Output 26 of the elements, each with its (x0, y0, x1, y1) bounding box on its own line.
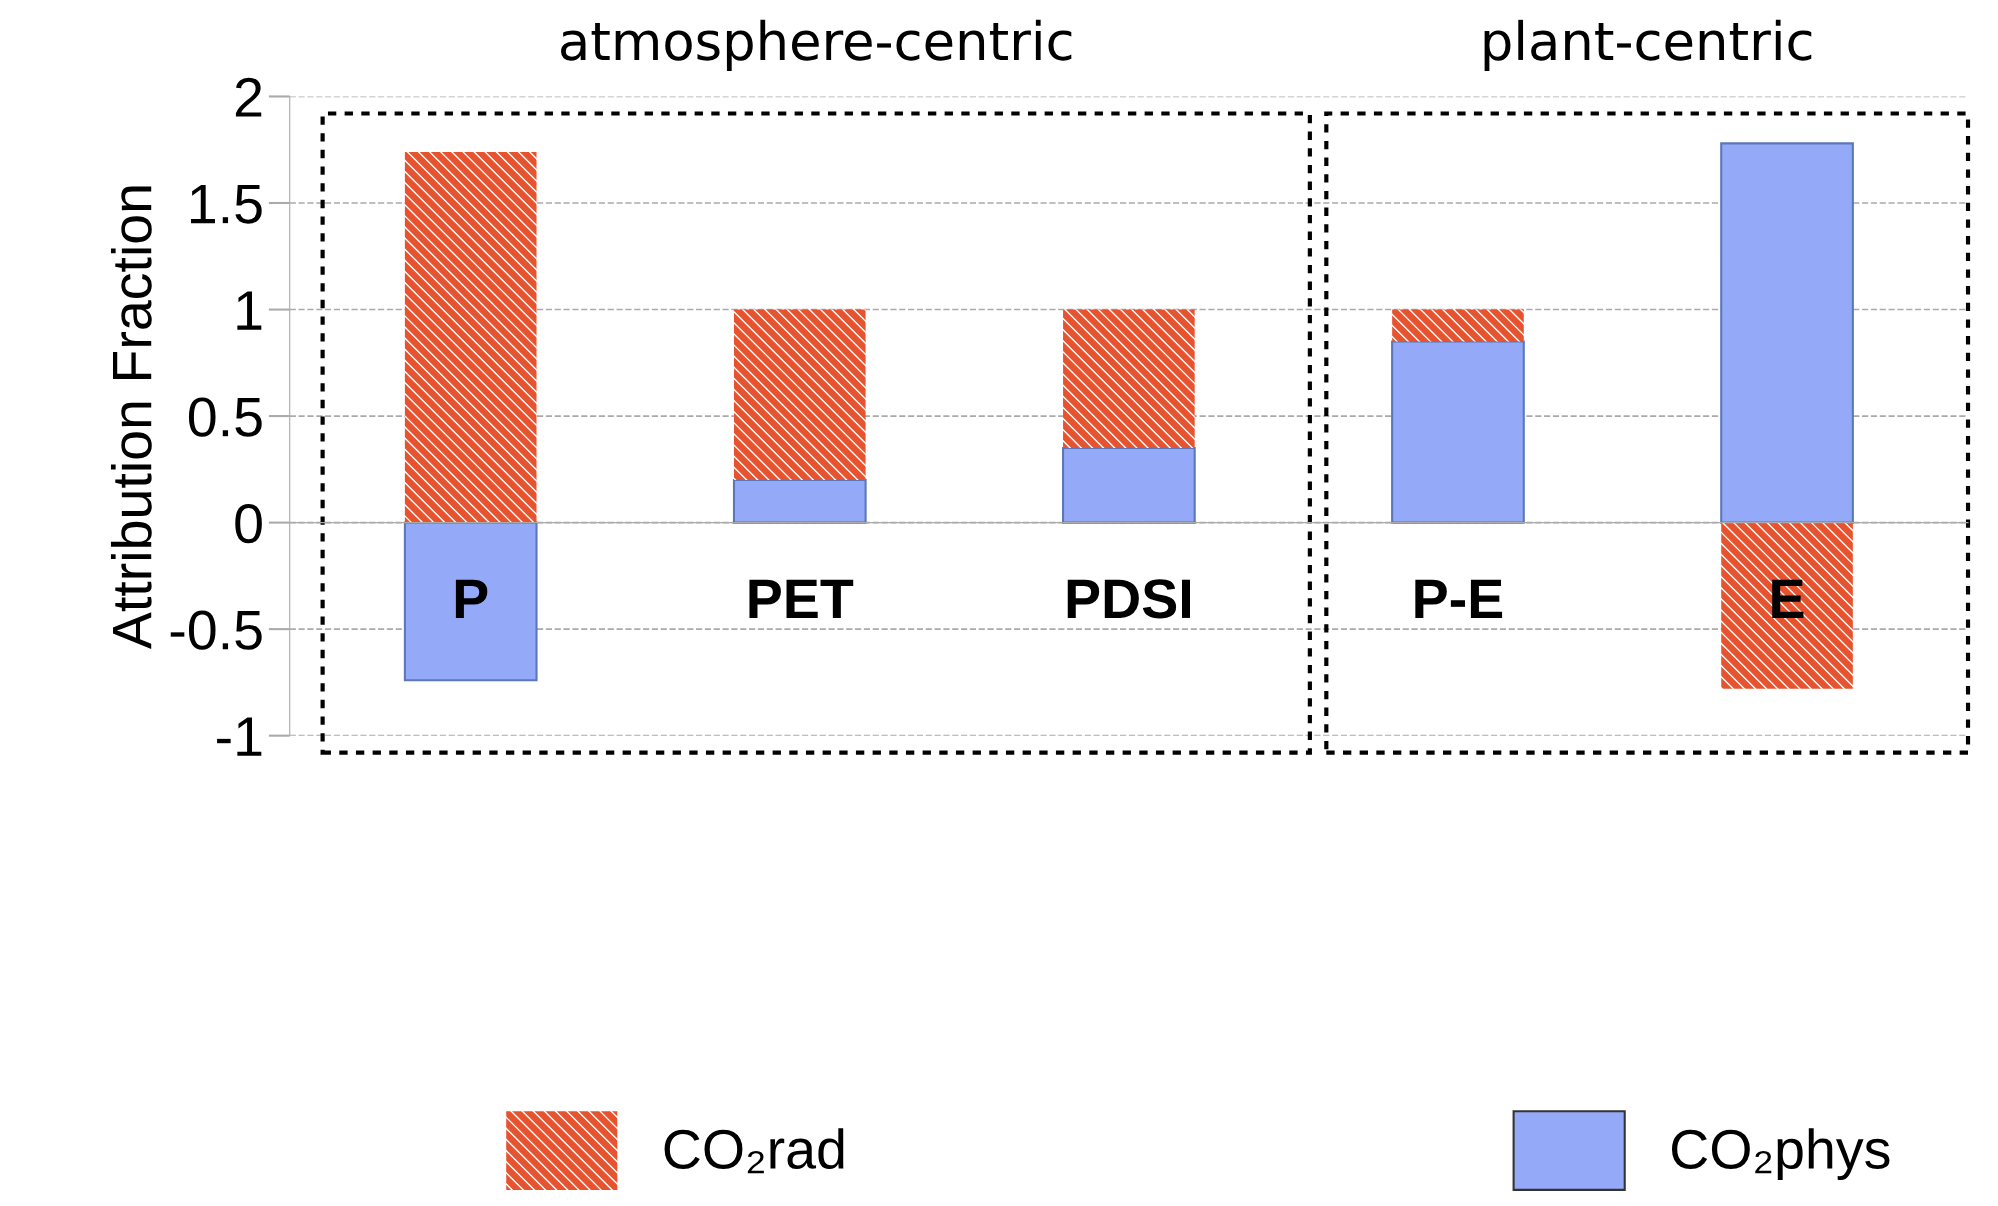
y-tick-label: 1.5 (191, 184, 262, 224)
bar (1720, 142, 1854, 524)
y-tick-label: 2 (235, 77, 262, 117)
legend-label: CO₂rad (664, 1128, 844, 1174)
y-tick-label: 0 (235, 503, 262, 544)
y-tick-label: -1 (217, 717, 262, 756)
bar (1063, 309, 1195, 449)
bar (1391, 340, 1525, 524)
text: plant-centric (1484, 19, 1812, 71)
x-tick-label: P-E (1415, 579, 1503, 618)
x-tick-label: PDSI (1067, 579, 1190, 619)
bar (1392, 309, 1524, 342)
bar (1062, 446, 1196, 524)
bar (733, 309, 866, 480)
y-tick-label: 0.5 (188, 397, 262, 437)
y-tick-label: 1 (237, 291, 262, 330)
y-tick-label: -0.5 (170, 610, 262, 650)
bar (732, 478, 867, 524)
text: atmosphere-centric (561, 19, 1072, 71)
x-tick-label: PET (749, 579, 854, 618)
bar (404, 151, 537, 523)
legend-label: CO₂phys (1671, 1128, 1890, 1181)
bar (1721, 522, 1853, 689)
y-axis-title: Attribution Fraction (110, 186, 152, 650)
bar (403, 521, 538, 682)
x-tick-label: P (455, 579, 488, 618)
